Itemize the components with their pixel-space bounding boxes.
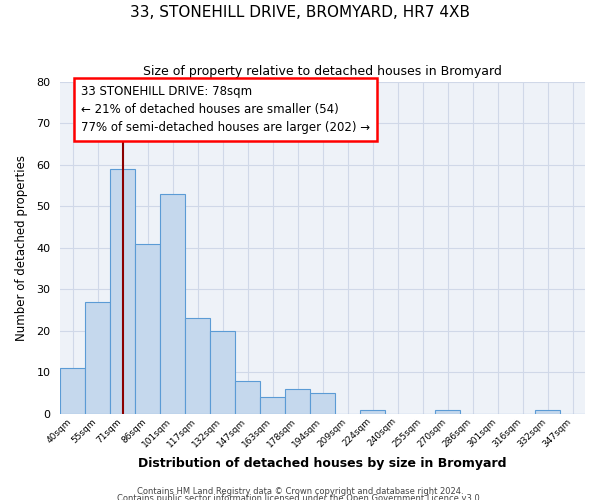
Bar	[285, 389, 310, 414]
Bar	[210, 331, 235, 414]
X-axis label: Distribution of detached houses by size in Bromyard: Distribution of detached houses by size …	[139, 457, 507, 470]
Title: Size of property relative to detached houses in Bromyard: Size of property relative to detached ho…	[143, 65, 502, 78]
Bar	[185, 318, 210, 414]
Bar	[110, 169, 135, 414]
Bar	[535, 410, 560, 414]
Bar	[85, 302, 110, 414]
Bar	[435, 410, 460, 414]
Bar	[60, 368, 85, 414]
Bar	[135, 244, 160, 414]
Text: Contains HM Land Registry data © Crown copyright and database right 2024.: Contains HM Land Registry data © Crown c…	[137, 487, 463, 496]
Text: 33, STONEHILL DRIVE, BROMYARD, HR7 4XB: 33, STONEHILL DRIVE, BROMYARD, HR7 4XB	[130, 5, 470, 20]
Bar	[235, 380, 260, 414]
Bar	[310, 393, 335, 414]
Bar	[360, 410, 385, 414]
Bar	[260, 397, 285, 414]
Y-axis label: Number of detached properties: Number of detached properties	[15, 155, 28, 341]
Bar	[160, 194, 185, 414]
Text: 33 STONEHILL DRIVE: 78sqm
← 21% of detached houses are smaller (54)
77% of semi-: 33 STONEHILL DRIVE: 78sqm ← 21% of detac…	[81, 86, 370, 134]
Text: Contains public sector information licensed under the Open Government Licence v3: Contains public sector information licen…	[118, 494, 482, 500]
